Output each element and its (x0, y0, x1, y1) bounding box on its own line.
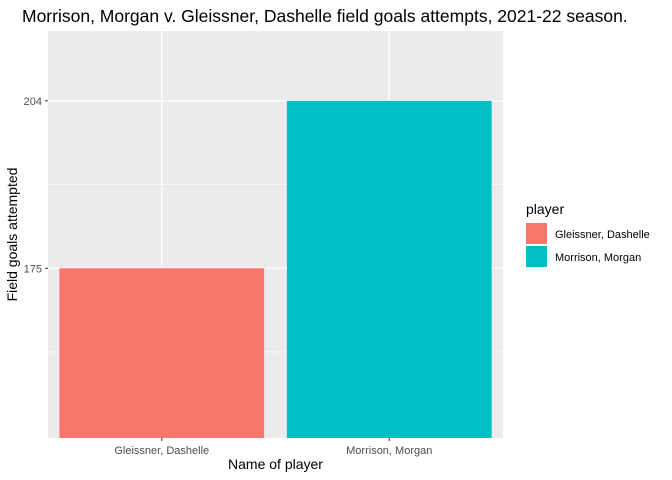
legend-key (526, 223, 547, 244)
bar (59, 268, 265, 438)
bar (286, 100, 492, 439)
legend-label: Morrison, Morgan (555, 252, 641, 264)
chart-title: Morrison, Morgan v. Gleissner, Dashelle … (22, 6, 628, 26)
legend-title: player (526, 201, 564, 217)
x-tick-label: Gleissner, Dashelle (114, 445, 209, 457)
bars (59, 100, 492, 439)
legend-label: Gleissner, Dashelle (555, 229, 650, 241)
x-axis-title: Name of player (228, 456, 323, 472)
y-axis: 175 204 (24, 96, 48, 275)
plot-panel (48, 31, 503, 439)
x-axis: Gleissner, Dashelle Morrison, Morgan (114, 438, 432, 457)
x-tick-label: Morrison, Morgan (346, 445, 432, 457)
y-tick-label: 204 (24, 96, 42, 108)
legend: player Gleissner, Dashelle Morrison, Morg… (526, 201, 650, 267)
legend-entries: Gleissner, Dashelle Morrison, Morgan (526, 223, 650, 267)
y-axis-title: Field goals attempted (4, 168, 20, 302)
legend-key (526, 246, 547, 267)
y-tick-label: 175 (24, 263, 42, 275)
